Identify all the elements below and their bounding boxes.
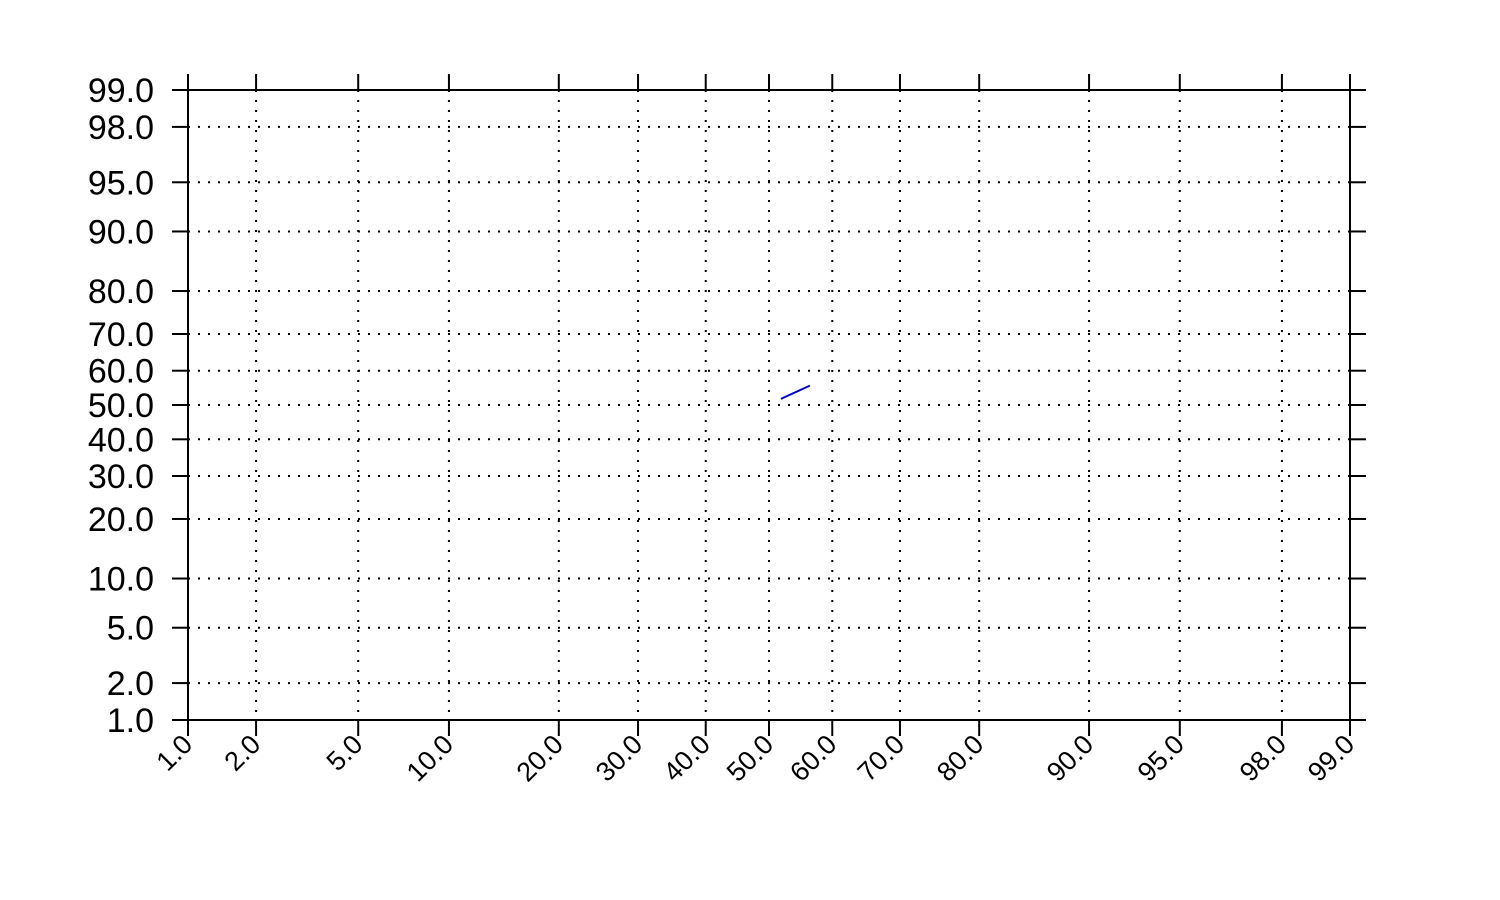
y-tick-label: 2.0 xyxy=(107,665,154,703)
x-tick-label: 50.0 xyxy=(721,729,779,787)
y-tick-label: 1.0 xyxy=(107,702,154,740)
axis-ticks: 1.0 2.0 5.0 10.0 20.0 30.0 40.0 50.0 60.0 70.0 80.… xyxy=(88,72,1366,787)
x-tick-label: 30.0 xyxy=(590,729,648,787)
x-tick-label: 10.0 xyxy=(401,729,459,787)
y-tick-label: 20.0 xyxy=(88,501,154,539)
x-tick-label: 99.0 xyxy=(1302,729,1360,787)
y-tick-label: 80.0 xyxy=(88,273,154,311)
x-tick-label: 5.0 xyxy=(321,729,369,777)
y-tick-label: 95.0 xyxy=(88,164,154,202)
x-tick-label: 90.0 xyxy=(1041,729,1099,787)
y-tick-label: 30.0 xyxy=(88,458,154,496)
y-tick-label: 5.0 xyxy=(107,610,154,648)
x-tick-label: 1.0 xyxy=(150,729,198,777)
y-tick-label: 98.0 xyxy=(88,109,154,147)
x-tick-label: 40.0 xyxy=(658,729,716,787)
x-tick-label: 80.0 xyxy=(931,729,989,787)
y-tick-label: 90.0 xyxy=(88,213,154,251)
y-tick-label: 50.0 xyxy=(88,387,154,425)
x-tick-label: 20.0 xyxy=(511,729,569,787)
y-tick-label: 40.0 xyxy=(88,421,154,459)
y-tick-label: 60.0 xyxy=(88,353,154,391)
series-line xyxy=(780,384,811,400)
data-series xyxy=(780,384,811,400)
y-tick-label: 10.0 xyxy=(88,561,154,599)
y-tick-label: 70.0 xyxy=(88,316,154,354)
grid-lines xyxy=(188,90,1350,720)
y-tick-label: 99.0 xyxy=(88,72,154,110)
x-tick-label: 95.0 xyxy=(1132,729,1190,787)
x-tick-label: 2.0 xyxy=(219,729,267,777)
x-tick-label: 70.0 xyxy=(852,729,910,787)
x-tick-label: 60.0 xyxy=(784,729,842,787)
x-tick-label: 98.0 xyxy=(1234,729,1292,787)
